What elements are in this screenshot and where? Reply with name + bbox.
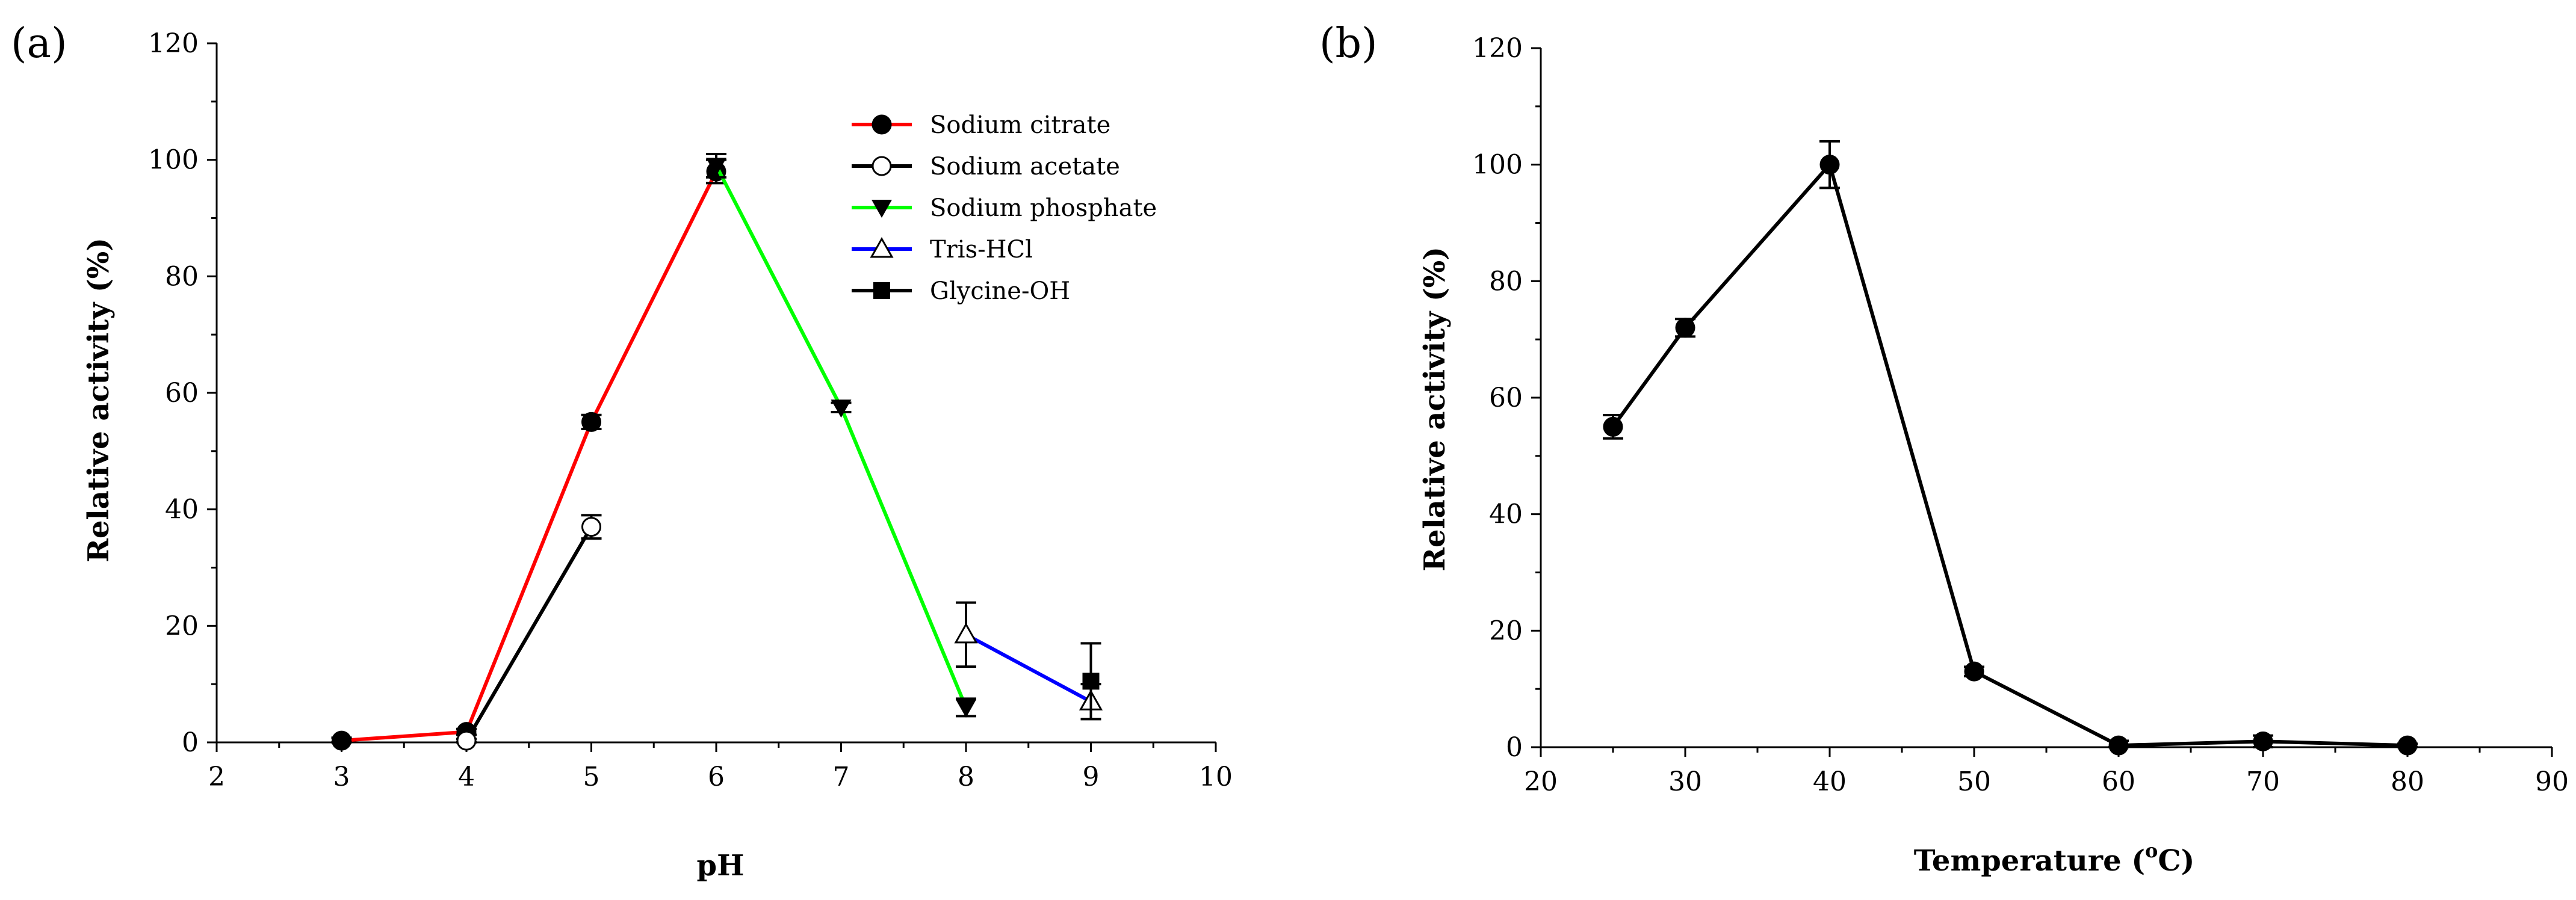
panel-a-series-glycine-oh xyxy=(1080,642,1101,721)
panel-b-x-tick-label: 90 xyxy=(2535,766,2569,797)
panel-b-x-axis-title-main: Temperature ( xyxy=(1914,844,2145,878)
panel-b-y-tick-label: 80 xyxy=(1489,266,1523,297)
panel-a-legend: Sodium citrate Sodium acetate Sodium phosp… xyxy=(852,111,1157,305)
legend-item-tris-hcl: Tris-HCl xyxy=(852,236,1033,264)
panel-b-x-tick-label: 40 xyxy=(1813,766,1847,797)
legend-marker-glycine-oh xyxy=(873,282,890,299)
panel-b-x-tick-label: 20 xyxy=(1524,766,1558,797)
legend-label-sodium-citrate: Sodium citrate xyxy=(930,111,1110,139)
panel-a-x-tick-label: 9 xyxy=(1083,762,1100,792)
legend-label-sodium-acetate: Sodium acetate xyxy=(930,153,1120,180)
panel-b-y-tick-label: 40 xyxy=(1489,499,1523,530)
panel-b-data-point-temperature xyxy=(2253,731,2273,751)
panel-b-series-line-temperature xyxy=(1611,162,2408,748)
legend-item-glycine-oh: Glycine-OH xyxy=(852,277,1070,305)
panel-b-y-tick-label: 0 xyxy=(1506,732,1523,763)
legend-item-sodium-acetate: Sodium acetate xyxy=(852,153,1120,180)
legend-marker-sodium-citrate xyxy=(872,114,892,135)
panel-b-x-tick-label: 70 xyxy=(2246,766,2280,797)
panel-a-data-point-sodium-acetate xyxy=(581,517,601,537)
panel-a-y-tick-label: 60 xyxy=(165,378,199,408)
panel-b-label: (b) xyxy=(1319,20,1378,67)
panel-a-y-tick-label: 20 xyxy=(165,611,199,641)
legend-item-sodium-citrate: Sodium citrate xyxy=(852,111,1110,139)
panel-a-series xyxy=(331,152,1103,751)
panel-a-x-tick-label: 10 xyxy=(1199,762,1233,792)
panel-b-data-point-temperature xyxy=(1819,155,1840,175)
panel-a-y-tick-label: 0 xyxy=(182,727,199,758)
legend-label-glycine-oh: Glycine-OH xyxy=(930,277,1070,305)
panel-b-y-tick-label: 120 xyxy=(1472,33,1523,64)
panel-a-y-tick-label: 100 xyxy=(148,145,199,176)
panel-a-series-sodium-acetate xyxy=(456,514,602,751)
panel-a-series-sodium-phosphate xyxy=(706,152,976,718)
panel-a-series-sodium-citrate xyxy=(331,158,726,751)
panel-b-data-point-temperature xyxy=(1964,661,1984,682)
panel-a-x-tick-label: 8 xyxy=(958,762,974,792)
panel-a-data-point-sodium-acetate xyxy=(456,730,477,751)
panel-a-x-tick-label: 2 xyxy=(208,762,225,792)
panel-b-x-axis-title: Temperature (oC) xyxy=(1914,839,2195,878)
panel-a-data-point-sodium-phosphate xyxy=(956,699,976,718)
panel-b-data-point-temperature xyxy=(2108,735,2129,756)
panel-b-x-axis-title-tail: C) xyxy=(2158,844,2194,878)
panel-a-x-tick-label: 3 xyxy=(333,762,350,792)
panel-a-data-point-sodium-citrate xyxy=(581,411,601,432)
legend-marker-sodium-acetate xyxy=(872,156,892,176)
panel-b-y-tick-label: 60 xyxy=(1489,383,1523,413)
panel-a-series-line-sodium-phosphate xyxy=(714,164,968,709)
panel-a-y-tick-label: 40 xyxy=(165,495,199,525)
panel-b-data-point-temperature xyxy=(1675,318,1695,338)
panel-a-series-line-tris-hcl xyxy=(965,633,1092,703)
panel-b-data-point-temperature xyxy=(1603,416,1623,437)
panel-a-x-tick-label: 5 xyxy=(583,762,600,792)
panel-a-data-point-glycine-oh xyxy=(1082,673,1100,690)
panel-b-x-tick-label: 60 xyxy=(2102,766,2135,797)
panel-b-x-tick-label: 30 xyxy=(1668,766,1702,797)
panel-a-series-line-sodium-acetate xyxy=(465,526,593,742)
panel-a-series-tris-hcl xyxy=(954,601,1103,721)
panel-a-y-axis-title: Relative activity (%) xyxy=(82,238,116,562)
panel-a-data-point-sodium-phosphate xyxy=(831,399,852,418)
panel-a-x-tick-label: 6 xyxy=(708,762,725,792)
legend-marker-tris-hcl xyxy=(870,236,894,258)
legend-marker-sodium-phosphate xyxy=(872,200,892,218)
panel-a-data-point-tris-hcl xyxy=(954,622,978,644)
panel-a-x-tick-label: 7 xyxy=(833,762,850,792)
panel-a-label: (a) xyxy=(11,20,67,67)
panel-a-y-tick-label: 80 xyxy=(165,261,199,292)
panel-b-y-axis-title: Relative activity (%) xyxy=(1418,247,1452,572)
panel-a-data-point-sodium-phosphate xyxy=(706,158,726,176)
panel-b-x-axis-title-sup: o xyxy=(2145,839,2158,862)
panel-a-x-axis-title: pH xyxy=(697,849,745,883)
panel-b-y-tick-label: 100 xyxy=(1472,150,1523,180)
panel-a-data-point-sodium-citrate xyxy=(332,730,351,751)
panel-b-series-temperature xyxy=(1603,140,2418,756)
panel-b-x-tick-label: 80 xyxy=(2391,766,2424,797)
legend-label-tris-hcl: Tris-HCl xyxy=(930,236,1033,264)
panel-a-y-tick-label: 120 xyxy=(148,28,199,59)
panel-b-data-point-temperature xyxy=(2397,735,2418,756)
panel-b-y-tick-label: 20 xyxy=(1489,615,1523,646)
panel-b-series xyxy=(1603,140,2418,756)
panel-a-x-tick-label: 4 xyxy=(458,762,475,792)
panel-b-x-tick-label: 50 xyxy=(1957,766,1991,797)
panel-a-series-line-sodium-citrate xyxy=(341,170,718,743)
legend-item-sodium-phosphate: Sodium phosphate xyxy=(852,194,1157,222)
legend-label-sodium-phosphate: Sodium phosphate xyxy=(930,194,1157,222)
